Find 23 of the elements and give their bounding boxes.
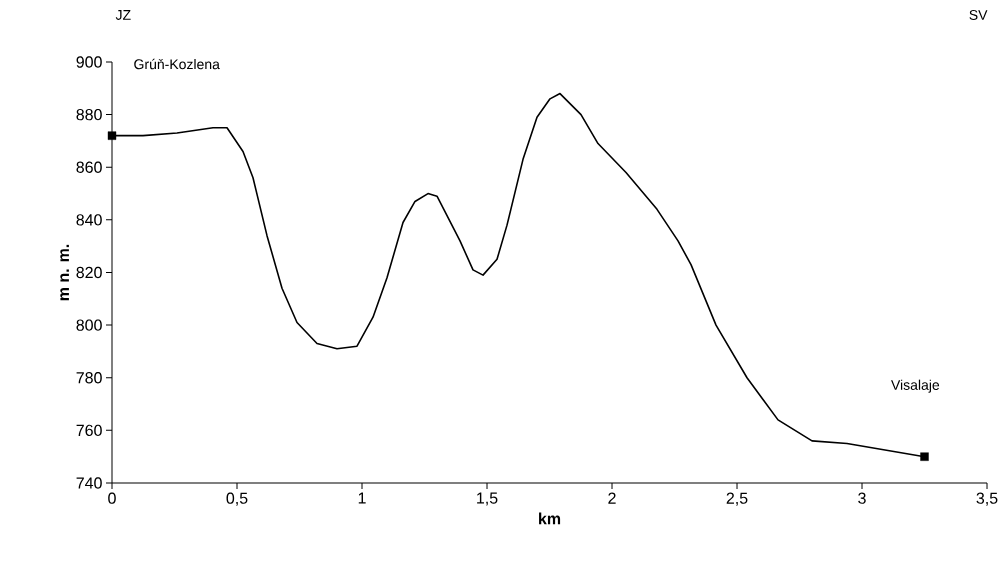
text: JZ [115,10,131,20]
y-tick-label: 760 [76,424,102,437]
y-tick-label: 740 [76,477,102,489]
y-tick-label: 800 [76,319,102,331]
x-tick-label: 2,5 [726,492,748,506]
x-tick-label: 2 [608,492,616,504]
x-tick-label: 1 [358,492,366,504]
y-tick-label: 860 [76,161,102,173]
x-axis-title: km [539,512,561,525]
x-tick-label: 0,5 [226,492,248,506]
y-tick-label: 840 [76,214,102,226]
text: SV [969,10,988,20]
y-tick-label: 900 [76,56,102,68]
x-tick-label: 1,5 [477,492,498,506]
annotation: Visalaje [891,379,940,393]
annotation: Grúň-Kozlena [134,58,220,70]
y-tick-label: 780 [76,372,102,384]
y-tick-label: 820 [76,266,102,279]
x-tick-label: 0 [108,492,116,504]
x-tick-label: 3,5 [976,492,998,506]
y-tick-label: 880 [76,108,102,121]
x-tick-label: 3 [858,492,866,504]
y-axis-title: m n. m. [60,244,69,301]
